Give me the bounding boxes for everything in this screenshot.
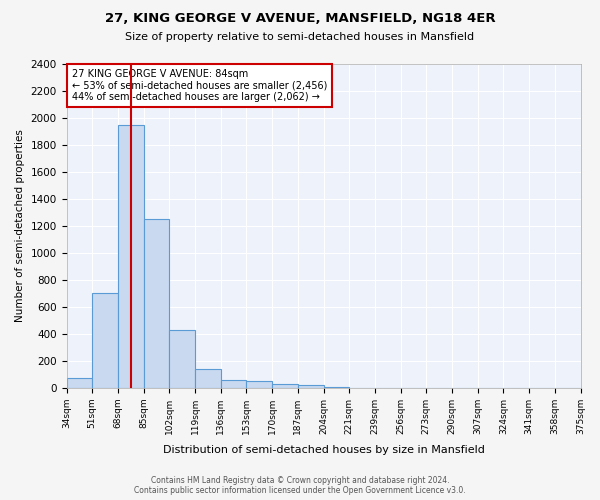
Bar [92,294,118,388]
Bar [247,381,272,388]
Text: Size of property relative to semi-detached houses in Mansfield: Size of property relative to semi-detach… [125,32,475,42]
Text: 27, KING GEORGE V AVENUE, MANSFIELD, NG18 4ER: 27, KING GEORGE V AVENUE, MANSFIELD, NG1… [104,12,496,26]
Bar [67,378,92,388]
Y-axis label: Number of semi-detached properties: Number of semi-detached properties [15,130,25,322]
Bar [323,387,349,388]
Bar [169,330,195,388]
Bar [298,385,323,388]
X-axis label: Distribution of semi-detached houses by size in Mansfield: Distribution of semi-detached houses by … [163,445,484,455]
Bar [118,124,143,388]
Bar [272,384,298,388]
Bar [221,380,247,388]
Text: 27 KING GEORGE V AVENUE: 84sqm
← 53% of semi-detached houses are smaller (2,456): 27 KING GEORGE V AVENUE: 84sqm ← 53% of … [71,69,327,102]
Text: Contains HM Land Registry data © Crown copyright and database right 2024.
Contai: Contains HM Land Registry data © Crown c… [134,476,466,495]
Bar [143,219,169,388]
Bar [195,369,221,388]
